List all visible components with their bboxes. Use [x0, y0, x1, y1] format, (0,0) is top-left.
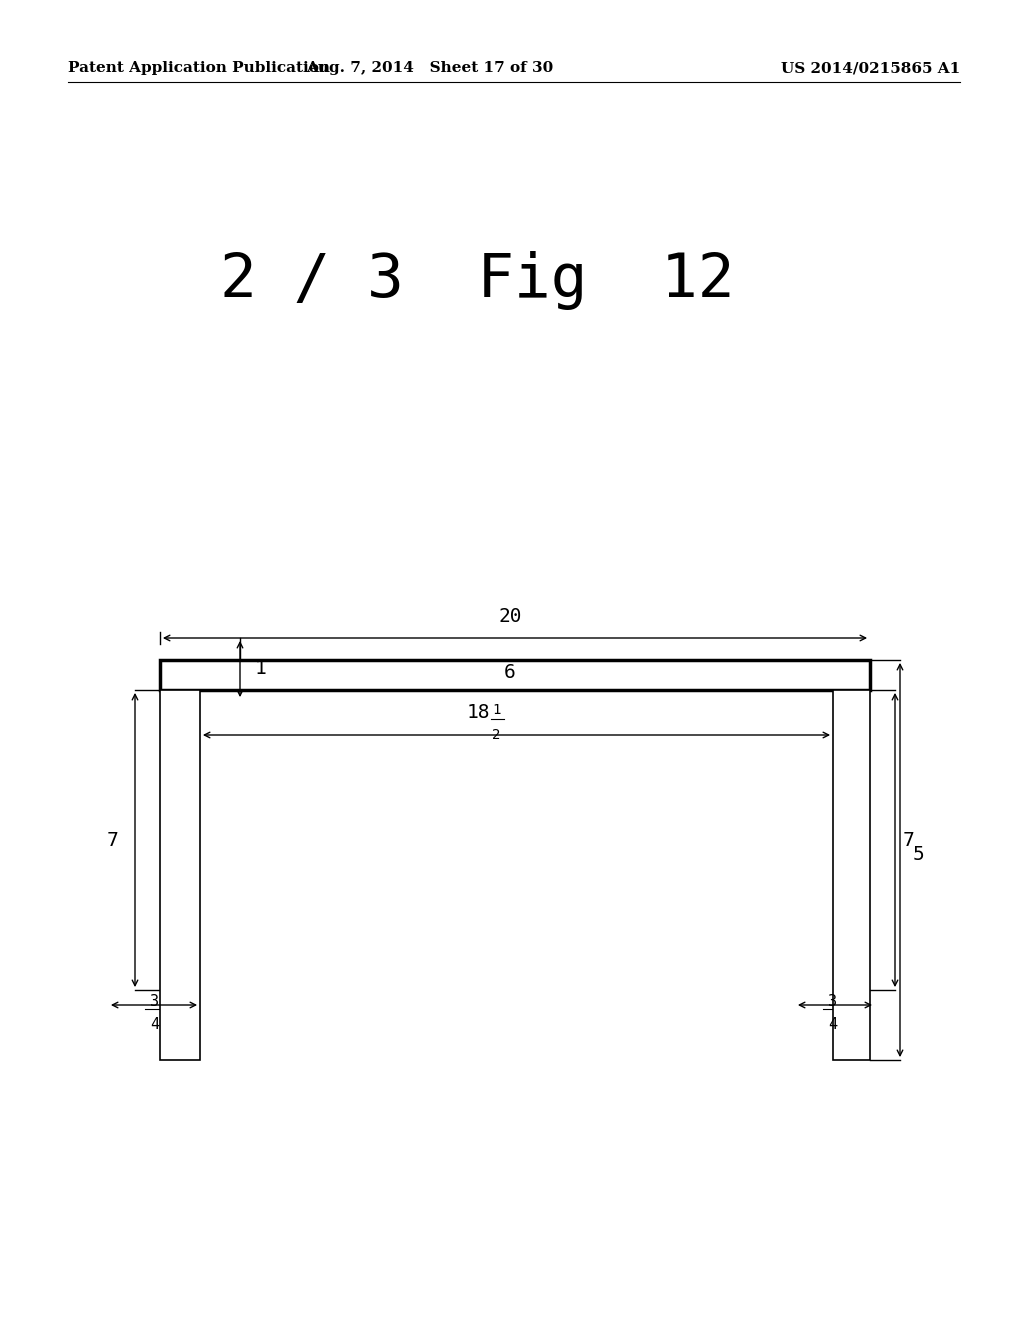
Bar: [160, 690, 200, 1060]
Text: 4: 4: [828, 1016, 838, 1032]
Text: 6: 6: [504, 664, 516, 682]
Text: 1: 1: [492, 704, 501, 717]
Text: 20: 20: [499, 607, 522, 626]
Text: 2: 2: [492, 729, 501, 742]
Text: Aug. 7, 2014   Sheet 17 of 30: Aug. 7, 2014 Sheet 17 of 30: [306, 61, 554, 75]
Text: 5: 5: [913, 846, 925, 865]
Bar: [833, 690, 870, 1060]
Bar: [160, 660, 870, 690]
Text: 2 / 3  Fig  12: 2 / 3 Fig 12: [220, 251, 734, 309]
Text: US 2014/0215865 A1: US 2014/0215865 A1: [780, 61, 961, 75]
Text: 7: 7: [106, 830, 118, 850]
Text: 1: 1: [255, 659, 266, 677]
Text: 4: 4: [151, 1016, 160, 1032]
Text: 3: 3: [151, 994, 160, 1008]
Text: 3: 3: [828, 994, 838, 1008]
Text: 7: 7: [903, 830, 914, 850]
Text: 18: 18: [467, 704, 490, 722]
Text: Patent Application Publication: Patent Application Publication: [68, 61, 330, 75]
